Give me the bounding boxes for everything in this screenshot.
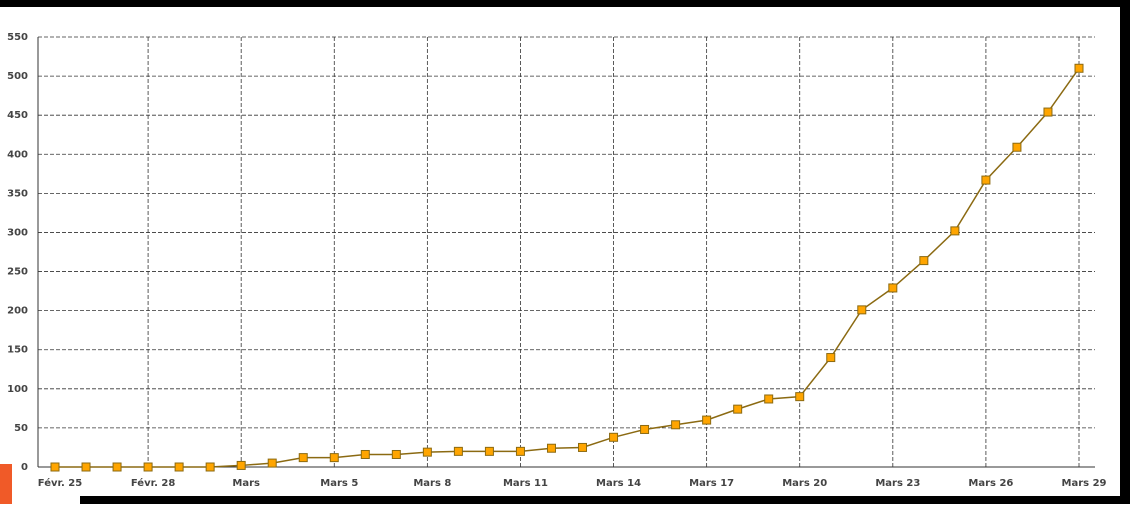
marker — [888, 283, 898, 293]
marker — [391, 449, 401, 459]
marker — [143, 462, 153, 472]
marker — [609, 432, 619, 442]
y-tick-label: 0 — [21, 462, 28, 473]
marker — [795, 392, 805, 402]
marker — [764, 394, 774, 404]
marker — [857, 305, 867, 315]
frame-bottom — [80, 496, 1130, 504]
frame-top — [0, 0, 1130, 7]
marker — [981, 175, 991, 185]
x-tick-label: Févr. 28 — [131, 477, 175, 489]
marker — [267, 458, 277, 468]
y-tick-label: 550 — [7, 32, 28, 43]
marker — [640, 424, 650, 434]
marker — [1074, 63, 1084, 73]
marker — [298, 453, 308, 463]
y-tick-label: 350 — [7, 188, 28, 199]
marker — [1012, 142, 1022, 152]
y-tick-label: 400 — [7, 149, 28, 160]
y-tick-label: 300 — [7, 227, 28, 238]
x-tick-label: Mars 5 — [320, 478, 358, 489]
marker — [671, 420, 681, 430]
marker — [1043, 107, 1053, 117]
marker — [484, 446, 494, 456]
marker — [546, 443, 556, 453]
line — [55, 67, 1080, 468]
marker — [174, 462, 184, 472]
corner-block — [0, 464, 12, 504]
marker — [702, 415, 712, 425]
frame-right — [1120, 0, 1130, 504]
marker — [453, 446, 463, 456]
marker — [81, 462, 91, 472]
x-tick-label: Mars 29 — [1062, 478, 1107, 489]
x-tick-label: Mars 20 — [782, 478, 827, 489]
x-tick-label: Mars 23 — [875, 478, 920, 489]
marker — [950, 226, 960, 236]
x-tick-label: Mars 14 — [596, 478, 641, 489]
marker — [919, 256, 929, 266]
marker — [826, 353, 836, 363]
marker — [112, 462, 122, 472]
marker — [515, 446, 525, 456]
marker — [205, 462, 215, 472]
x-tick-label: Mars — [232, 478, 260, 489]
marker — [360, 449, 370, 459]
marker — [733, 404, 743, 414]
x-tick-label: Févr. 25 — [38, 477, 82, 489]
y-tick-label: 450 — [7, 110, 28, 121]
y-tick-label: 200 — [7, 306, 28, 317]
y-tick-label: 100 — [7, 384, 28, 395]
x-tick-label: Mars 8 — [413, 478, 451, 489]
marker — [236, 460, 246, 470]
x-tick-label: Mars 17 — [689, 478, 734, 489]
x-tick-label: Mars 11 — [503, 478, 548, 489]
marker — [50, 462, 60, 472]
y-tick-label: 250 — [7, 267, 28, 278]
x-tick-label: Mars 26 — [968, 478, 1013, 489]
marker — [422, 447, 432, 457]
y-tick-label: 500 — [7, 71, 28, 82]
marker — [578, 442, 588, 452]
marker — [329, 453, 339, 463]
y-tick-label: 150 — [7, 345, 28, 356]
y-tick-label: 50 — [14, 423, 28, 434]
